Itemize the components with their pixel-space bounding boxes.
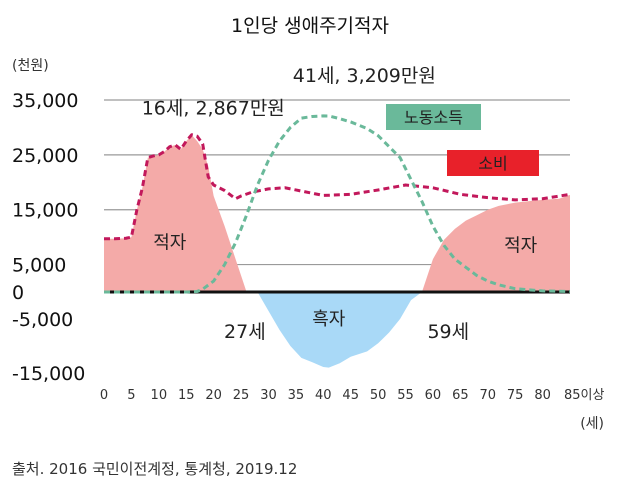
x-tick-label: 85이상: [564, 388, 605, 403]
x-tick-label: 40: [315, 388, 332, 403]
area-deficit: [104, 135, 247, 292]
x-tick-label: 10: [151, 388, 168, 403]
y-axis-unit: (천원): [12, 58, 49, 74]
y-tick-label: 35,000: [12, 90, 78, 112]
x-tick-label: 30: [260, 388, 277, 403]
x-axis-unit: (세): [580, 416, 604, 432]
legend-item: 소비: [447, 150, 539, 176]
y-tick-label: 0: [12, 282, 24, 304]
x-axis-ticks: 0 5 10 15 20 25 30 35 40 45 50 55 60 65 70 75 80 85이상: [100, 388, 605, 403]
x-tick-label: 60: [425, 388, 442, 403]
legend-label: 소비: [478, 154, 507, 173]
area-fills: [104, 135, 570, 368]
x-tick-label: 0: [100, 388, 108, 403]
x-tick-label: 80: [534, 388, 551, 403]
y-tick-label: -5,000: [12, 309, 73, 331]
region-label: 적자: [153, 233, 187, 254]
area-surplus: [257, 292, 422, 368]
series-line-노동소득: [104, 114, 571, 294]
annotation-label: 59세: [427, 321, 469, 343]
x-tick-label: 5: [127, 388, 135, 403]
region-label: 적자: [504, 235, 538, 256]
annotations: 16세, 2,867만원 41세, 3,209만원 27세 59세: [142, 65, 469, 343]
legend-item: 노동소득: [386, 104, 481, 130]
x-tick-label: 35: [288, 388, 305, 403]
annotation-label: 41세, 3,209만원: [293, 65, 436, 87]
x-tick-label: 20: [205, 388, 222, 403]
region-label: 흑자: [312, 309, 346, 330]
x-tick-label: 75: [507, 388, 524, 403]
x-tick-label: 15: [178, 388, 195, 403]
x-tick-label: 55: [397, 388, 414, 403]
legend-label: 노동소득: [404, 108, 463, 127]
y-tick-label: 15,000: [12, 200, 78, 222]
annotation-label: 16세, 2,867만원: [142, 98, 285, 120]
chart-title: 1인당 생애주기적자: [231, 15, 389, 37]
x-tick-label: 70: [479, 388, 496, 403]
x-tick-label: 45: [342, 388, 359, 403]
y-tick-label: 25,000: [12, 145, 78, 167]
series-line-소비: [104, 133, 571, 241]
legend-swatch: [386, 104, 481, 130]
source-note: 출처. 2016 국민이전계정, 통계청, 2019.12: [12, 460, 297, 478]
series-lines: [104, 114, 571, 294]
annotation-label: 27세: [224, 321, 266, 343]
y-tick-label: -15,000: [12, 363, 85, 385]
y-axis-ticks: 35,000 25,000 15,000 5,000 0 -5,000 -15,000: [12, 90, 85, 385]
area-deficit: [421, 194, 570, 292]
x-tick-label: 65: [452, 388, 469, 403]
x-tick-label: 50: [370, 388, 387, 403]
x-tick-label: 25: [233, 388, 250, 403]
legend-swatch: [447, 150, 539, 176]
y-tick-label: 5,000: [12, 255, 66, 277]
